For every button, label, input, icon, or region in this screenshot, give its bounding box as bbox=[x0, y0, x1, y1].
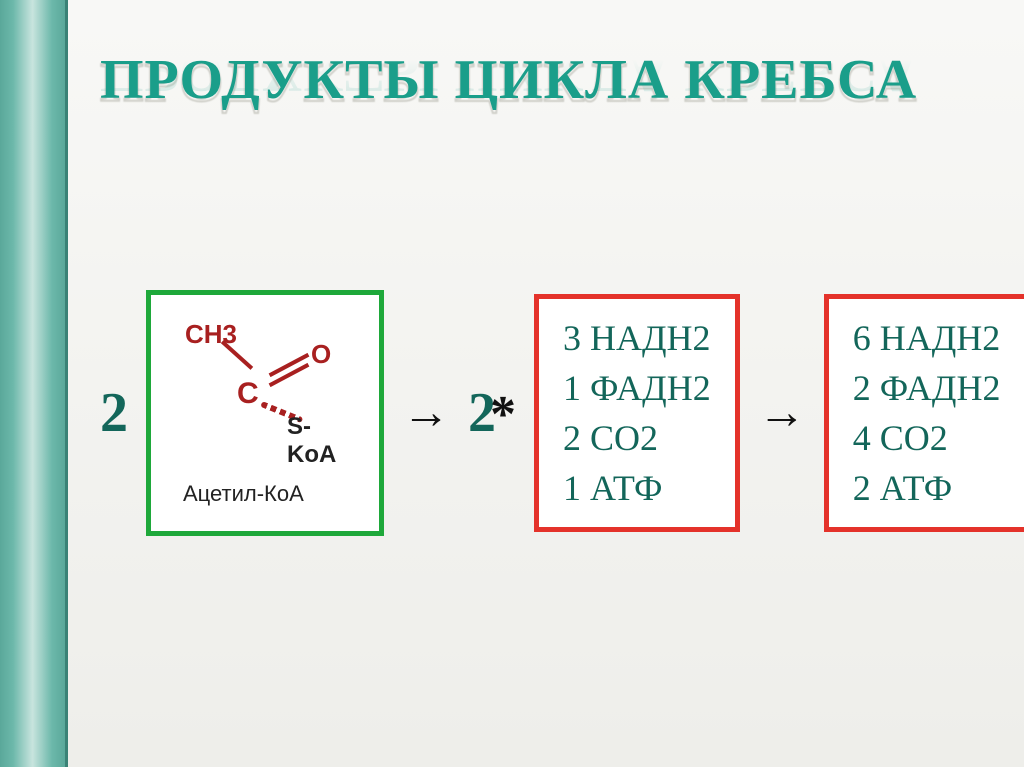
list-item: 4 СО2 bbox=[853, 417, 1001, 459]
title-reflection: ПРОДУКТЫ ЦИКЛА КРЕБСА bbox=[100, 40, 917, 104]
coefficient-left: 2 bbox=[100, 381, 128, 445]
chem-o: O bbox=[311, 339, 331, 370]
products-total-list: 6 НАДН2 2 ФАДН2 4 СО2 2 АТФ bbox=[853, 317, 1001, 509]
list-item: 6 НАДН2 bbox=[853, 317, 1001, 359]
krebs-products-flow: 2 CH3 C O S-KoA Ацетил-КоА → 2 * 3 НАДН2… bbox=[100, 290, 994, 536]
multiply-star: * bbox=[490, 385, 516, 444]
list-item: 2 АТФ bbox=[853, 467, 1001, 509]
coefficient-mid-group: 2 * bbox=[468, 381, 516, 445]
arrow-icon: → bbox=[402, 389, 450, 437]
list-item: 1 ФАДН2 bbox=[563, 367, 711, 409]
arrow-icon: → bbox=[758, 389, 806, 437]
list-item: 2 СО2 bbox=[563, 417, 711, 459]
page-title: ПРОДУКТЫ ЦИКЛА КРЕБСА ПРОДУКТЫ ЦИКЛА КРЕ… bbox=[100, 48, 917, 112]
chem-c: C bbox=[237, 377, 259, 411]
products-per-turn-list: 3 НАДН2 1 ФАДН2 2 СО2 1 АТФ bbox=[563, 317, 711, 509]
list-item: 2 ФАДН2 bbox=[853, 367, 1001, 409]
products-total-box: 6 НАДН2 2 ФАДН2 4 СО2 2 АТФ bbox=[824, 294, 1024, 532]
acetyl-coa-structure: CH3 C O S-KoA Ацетил-КоА bbox=[175, 313, 355, 513]
acetyl-coa-label: Ацетил-КоА bbox=[183, 481, 304, 507]
products-per-turn-box: 3 НАДН2 1 ФАДН2 2 СО2 1 АТФ bbox=[534, 294, 740, 532]
chem-skoa: S-KoA bbox=[287, 413, 355, 469]
list-item: 3 НАДН2 bbox=[563, 317, 711, 359]
left-accent-bar bbox=[0, 0, 68, 767]
list-item: 1 АТФ bbox=[563, 467, 711, 509]
acetyl-coa-box: CH3 C O S-KoA Ацетил-КоА bbox=[146, 290, 384, 536]
